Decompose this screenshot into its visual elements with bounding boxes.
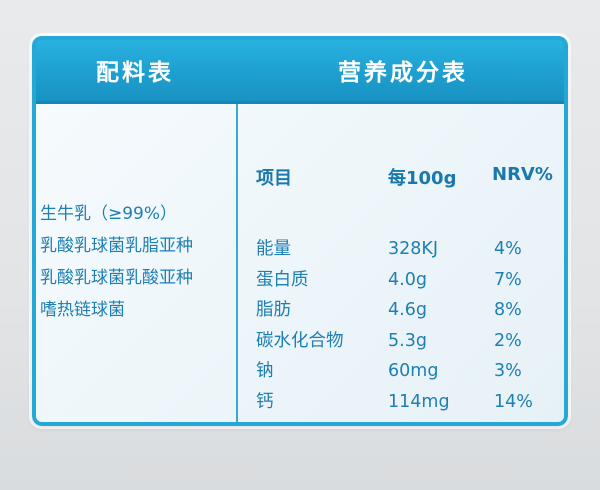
nutrition-table: 能量 328KJ 4% 蛋白质 4.0g 7% 脂肪 4.6g 8% 碳水化合物… (32, 234, 568, 417)
ingredient-item: 生牛乳（≥99%） (40, 204, 178, 224)
table-row: 钙 114mg 14% (32, 387, 568, 418)
ingredient-item: 乳酸乳球菌乳酸亚种 (40, 268, 193, 288)
nutrition-label-card: 配料表 营养成分表 生牛乳（≥99%） 乳酸乳球菌乳脂亚种 乳酸乳球菌乳酸亚种 … (32, 36, 568, 426)
table-row: 脂肪 4.6g 8% (32, 295, 568, 326)
nutrient-amount: 328KJ (388, 239, 439, 259)
nutrient-name: 能量 (256, 239, 291, 259)
ingredients-title: 配料表 (96, 60, 174, 86)
nutrient-name: 钙 (256, 391, 274, 412)
column-header-per-100g: 每100g (388, 168, 457, 189)
nutrient-nrv: 2% (494, 330, 522, 351)
table-row: 碳水化合物 5.3g 2% (32, 326, 568, 357)
nutrient-amount: 4.6g (388, 300, 427, 320)
nutrient-nrv: 7% (494, 269, 522, 290)
nutrient-amount: 5.3g (388, 330, 427, 351)
header-row: 配料表 营养成分表 (32, 36, 568, 104)
column-divider (236, 104, 238, 426)
nutrient-name: 蛋白质 (256, 269, 309, 290)
nutrient-amount: 114mg (388, 391, 450, 412)
column-header-item: 项目 (256, 168, 292, 189)
nutrient-amount: 60mg (388, 361, 439, 381)
nutrient-nrv: 8% (494, 300, 522, 320)
ingredient-item: 乳酸乳球菌乳脂亚种 (40, 236, 193, 256)
nutrient-nrv: 4% (494, 239, 522, 259)
table-row: 能量 328KJ 4% (32, 234, 568, 265)
ingredient-item: 嗜热链球菌 (40, 300, 125, 320)
column-header-nrv: NRV% (492, 164, 553, 185)
nutrient-nrv: 3% (494, 361, 522, 381)
table-row: 钠 60mg 3% (32, 356, 568, 387)
nutrient-name: 钠 (256, 361, 274, 381)
nutrient-name: 脂肪 (256, 300, 291, 320)
nutrient-amount: 4.0g (388, 269, 427, 290)
ingredients-list: 生牛乳（≥99%） 乳酸乳球菌乳脂亚种 乳酸乳球菌乳酸亚种 嗜热链球菌 (40, 198, 234, 326)
nutrition-title: 营养成分表 (338, 60, 468, 86)
label-body (32, 104, 568, 426)
table-row: 蛋白质 4.0g 7% (32, 265, 568, 296)
nutrient-name: 碳水化合物 (256, 330, 344, 351)
nutrient-nrv: 14% (494, 391, 533, 412)
